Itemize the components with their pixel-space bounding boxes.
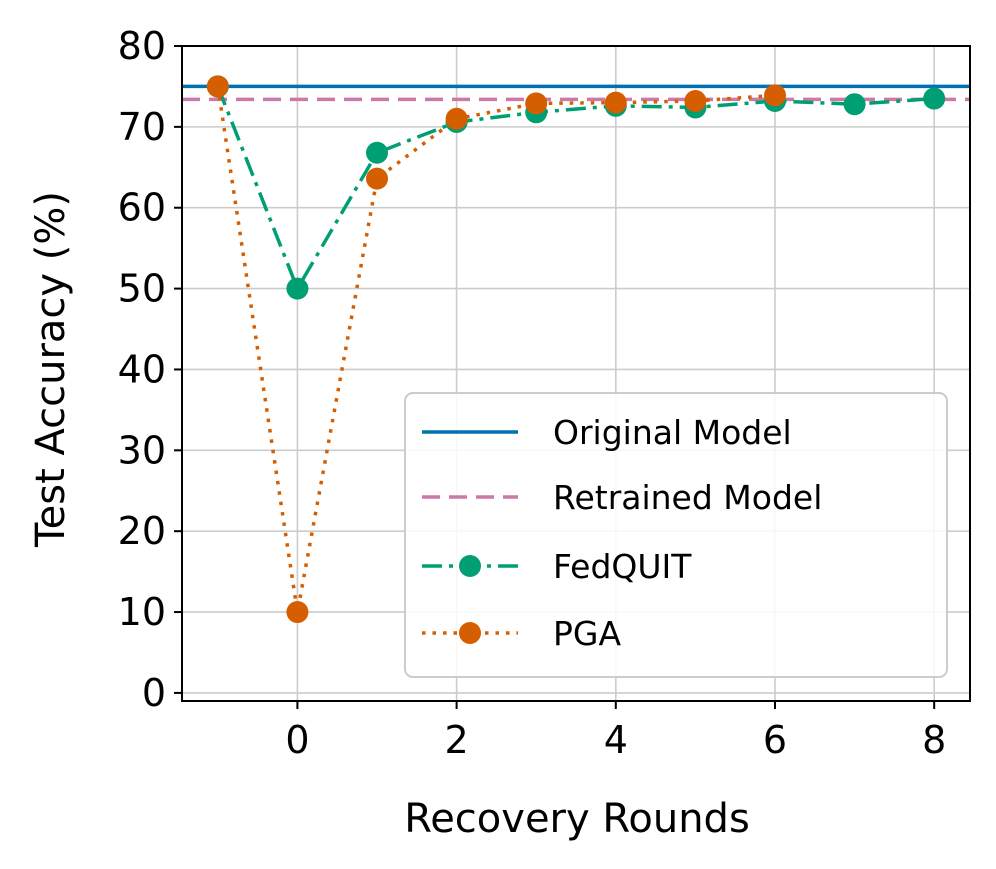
series-line-fedquit [216, 85, 935, 291]
data-point-pga [206, 75, 229, 98]
x-tick-label: 0 [285, 718, 309, 762]
data-point-fedquit [923, 87, 946, 110]
data-point-pga [366, 167, 389, 190]
reference-lines [182, 84, 970, 102]
data-point-pga [604, 91, 627, 114]
x-axis-label: Recovery Rounds [404, 796, 750, 842]
data-point-pga [763, 84, 786, 107]
data-point-pga [684, 89, 707, 112]
y-tick-label: 20 [118, 509, 166, 553]
legend: Original Model Retrained Model FedQUIT PGA [404, 392, 948, 678]
data-point-pga [286, 601, 309, 624]
x-tick-label: 2 [445, 718, 469, 762]
y-tick-label: 50 [118, 267, 166, 311]
plot-frame [181, 45, 971, 702]
x-tick-label: 8 [922, 718, 946, 762]
y-tick-label: 0 [142, 671, 166, 715]
data-point-fedquit [366, 141, 389, 164]
legend-marker-fedquit [459, 555, 481, 577]
y-tick-label: 80 [118, 24, 166, 68]
x-tick-label: 4 [604, 718, 628, 762]
legend-label-pga: PGA [553, 614, 621, 653]
data-point-pga [445, 107, 468, 130]
legend-label-original-model: Original Model [553, 413, 792, 452]
y-tick-label: 40 [118, 347, 166, 391]
x-tick-label: 6 [763, 718, 787, 762]
data-point-fedquit [286, 277, 309, 300]
data-point-pga [525, 92, 548, 115]
y-axis-label: Test Accuracy (%) [28, 191, 74, 548]
legend-label-retrained-model: Retrained Model [553, 478, 822, 517]
y-tick-label: 70 [118, 105, 166, 149]
legend-box [404, 392, 948, 678]
y-tick-label: 30 [118, 428, 166, 472]
data-point-fedquit [843, 93, 866, 116]
y-tick-label: 60 [118, 186, 166, 230]
y-tick-label: 10 [118, 590, 166, 634]
legend-label-fedquit: FedQUIT [553, 547, 692, 586]
legend-marker-pga [459, 622, 481, 644]
series-layer [206, 75, 946, 624]
